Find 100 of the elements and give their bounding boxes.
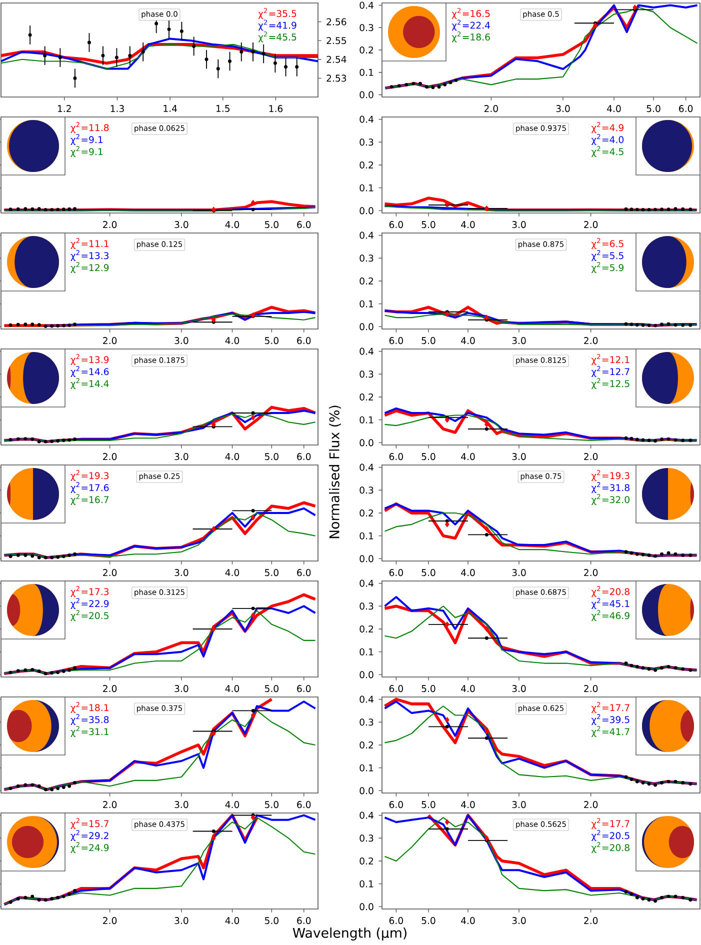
text: χ$^{2}$=16.7 — [70, 494, 108, 505]
x-tick-label: 6.0 — [389, 801, 403, 808]
x-tick-label: 6.0 — [389, 337, 403, 344]
x-tick-label: 6.0 — [297, 917, 311, 924]
x-tick-label: 6.0 — [389, 917, 403, 924]
y2-tick-label: 2.53 — [326, 74, 346, 82]
text: χ$^{2}$=13.9 — [70, 354, 109, 365]
text: χ$^{2}$=5.9 — [591, 262, 624, 273]
y-tick-label: 0.2 — [360, 277, 374, 285]
y-tick-label: 0.2 — [360, 161, 374, 169]
x-tick-label: 4.0 — [225, 801, 240, 808]
y-tick-label: 0.2 — [360, 741, 374, 749]
x-tick-label: 3.0 — [174, 221, 188, 228]
x-tick-label: 5.0 — [422, 685, 436, 692]
y2-tick-label: 2.56 — [326, 18, 346, 26]
text: χ$^{2}$=18.6 — [452, 31, 490, 42]
y-tick-label: 0.0 — [360, 439, 374, 446]
x-tick-label: 4.0 — [225, 569, 240, 576]
text: χ$^{2}$=39.5 — [591, 714, 630, 725]
y-tick-label: 0.4 — [360, 464, 374, 471]
text: χ$^{2}$=16.5 — [452, 8, 490, 19]
text: χ$^{2}$=31.1 — [70, 726, 108, 737]
x-tick-label: 3.0 — [512, 569, 526, 576]
x-tick-label: 6.0 — [297, 221, 311, 228]
x-tick-label: 6.0 — [297, 453, 311, 460]
x-axis-title: Wavelength (μm) — [292, 928, 406, 940]
x-tick-label: 4.0 — [461, 685, 475, 692]
text: χ$^{2}$=19.3 — [70, 470, 109, 481]
y-tick-label: 0.1 — [360, 68, 374, 76]
x-tick-label: 4.0 — [461, 917, 475, 924]
y-tick-label: 0.4 — [360, 696, 374, 703]
x-tick-label: 2.0 — [103, 453, 117, 460]
y-tick-label: 0.1 — [360, 184, 374, 192]
x-tick-label: 3.0 — [174, 801, 188, 808]
x-tick-label: 4.0 — [225, 453, 240, 460]
text: χ$^{2}$=6.5 — [591, 238, 624, 249]
x-tick-label: 4.0 — [607, 105, 621, 112]
y-tick-label: 0.1 — [360, 880, 374, 888]
x-tick-label: 1.6 — [269, 105, 283, 112]
y-tick-label: 0.1 — [360, 764, 374, 772]
x-tick-label: 4.0 — [461, 337, 475, 344]
x-tick-label: 2.0 — [584, 801, 598, 808]
y-tick-label: 0.2 — [360, 393, 374, 401]
x-tick-label: 2.0 — [584, 337, 598, 344]
x-tick-label: 4.0 — [225, 685, 240, 692]
y-tick-label: 0.4 — [360, 348, 374, 355]
text: χ$^{2}$=4.9 — [591, 122, 624, 133]
x-tick-label: 2.0 — [103, 801, 117, 808]
text: χ$^{2}$=45.1 — [591, 598, 630, 609]
text: χ$^{2}$=41.9 — [258, 20, 296, 31]
y-tick-label: 0.0 — [360, 91, 374, 98]
x-tick-label: 2.0 — [584, 917, 598, 924]
y-tick-label: 0.2 — [360, 509, 374, 517]
y-tick-label: 0.3 — [360, 24, 374, 32]
x-tick-label: 2.0 — [103, 685, 117, 692]
text: χ$^{2}$=35.8 — [70, 714, 109, 725]
x-tick-label: 6.0 — [389, 569, 403, 576]
x-tick-label: 5.0 — [264, 917, 278, 924]
y-tick-label: 0.4 — [360, 2, 374, 9]
text: χ$^{2}$=13.3 — [70, 250, 109, 261]
x-tick-label: 4.0 — [225, 221, 240, 228]
y-tick-label: 0.0 — [360, 903, 374, 910]
series-label: χ$^{2}$=45.5 — [258, 31, 296, 42]
text: χ$^{2}$=41.7 — [591, 726, 630, 737]
x-tick-label: 3.0 — [174, 917, 188, 924]
x-tick-label: 2.0 — [584, 453, 598, 460]
x-tick-label: 6.0 — [679, 105, 693, 112]
y-tick-label: 0.0 — [360, 555, 374, 562]
x-tick-label: 4.0 — [461, 221, 475, 228]
x-tick-label: 5.0 — [422, 453, 436, 460]
y-tick-label: 0.4 — [360, 232, 374, 239]
text: χ$^{2}$=31.8 — [591, 482, 630, 493]
x-tick-label: 3.0 — [512, 801, 526, 808]
text: χ$^{2}$=11.8 — [70, 122, 109, 133]
y-tick-label: 0.2 — [360, 857, 374, 865]
x-tick-label: 4.0 — [461, 569, 475, 576]
text: χ$^{2}$=4.0 — [591, 134, 624, 145]
x-tick-label: 5.0 — [646, 105, 660, 112]
text: χ$^{2}$=14.4 — [70, 378, 109, 389]
text: χ$^{2}$=5.5 — [591, 250, 624, 261]
y-tick-label: 0.1 — [360, 648, 374, 656]
y-tick-label: 0.2 — [360, 625, 374, 633]
text: χ$^{2}$=9.1 — [70, 134, 102, 145]
x-tick-label: 3.0 — [174, 337, 188, 344]
x-tick-label: 4.0 — [461, 801, 475, 808]
text: χ$^{2}$=12.9 — [70, 262, 109, 273]
x-tick-label: 5.0 — [422, 337, 436, 344]
text: χ$^{2}$=22.9 — [70, 598, 109, 609]
y-tick-label: 0.4 — [360, 812, 374, 819]
x-tick-label: 3.0 — [512, 453, 526, 460]
x-tick-label: 5.0 — [264, 685, 278, 692]
x-tick-label: 2.0 — [103, 917, 117, 924]
y-tick-label: 0.1 — [360, 300, 374, 308]
text: χ$^{2}$=46.9 — [591, 610, 630, 621]
x-tick-label: 3.0 — [512, 917, 526, 924]
x-tick-label: 5.0 — [264, 801, 278, 808]
y-tick-label: 0.0 — [360, 323, 374, 330]
text: χ$^{2}$=20.8 — [591, 842, 630, 853]
text: χ$^{2}$=20.8 — [591, 586, 630, 597]
y-tick-label: 0.0 — [360, 207, 374, 214]
